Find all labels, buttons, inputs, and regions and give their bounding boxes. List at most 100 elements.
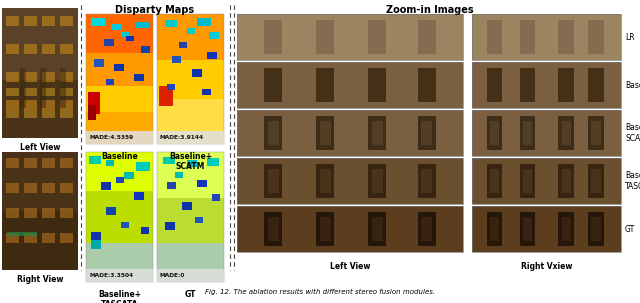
Bar — [520, 212, 535, 245]
Bar — [520, 165, 535, 198]
Bar — [24, 44, 37, 54]
Bar — [588, 165, 604, 198]
Bar — [175, 172, 183, 178]
Bar — [182, 202, 192, 210]
Bar — [42, 183, 55, 193]
Bar — [42, 110, 55, 118]
Bar — [316, 116, 334, 150]
Bar — [101, 182, 111, 190]
Bar — [237, 206, 463, 252]
Bar — [104, 39, 114, 46]
Bar — [6, 44, 19, 54]
Bar — [24, 16, 37, 26]
Bar — [20, 68, 26, 108]
Bar — [195, 217, 203, 223]
Bar — [42, 44, 55, 54]
Bar — [559, 20, 574, 54]
Bar — [212, 194, 220, 201]
Bar — [207, 158, 219, 166]
Bar — [372, 122, 383, 145]
Bar — [7, 232, 37, 236]
Bar — [24, 183, 37, 193]
Text: Baseline+
SCATM: Baseline+ SCATM — [169, 152, 212, 171]
Bar — [6, 16, 19, 26]
Bar — [86, 85, 153, 112]
Text: Baseline+
TASCATA: Baseline+ TASCATA — [98, 290, 141, 303]
Bar — [197, 180, 207, 187]
Bar — [167, 182, 176, 189]
Bar — [88, 92, 100, 114]
Bar — [157, 14, 224, 59]
Bar — [487, 20, 502, 54]
Bar — [86, 191, 153, 243]
Bar — [264, 116, 282, 150]
Bar — [268, 218, 278, 241]
Bar — [316, 165, 334, 198]
Bar — [86, 243, 153, 282]
Bar — [42, 158, 55, 168]
Bar — [472, 110, 621, 156]
Text: Zoom-in Images: Zoom-in Images — [386, 5, 474, 15]
Bar — [591, 218, 600, 241]
Bar — [136, 22, 150, 28]
Bar — [237, 110, 463, 156]
Text: Disparty Maps: Disparty Maps — [115, 5, 195, 15]
Bar — [320, 218, 331, 241]
Bar — [42, 16, 55, 26]
Bar — [106, 160, 114, 166]
Bar — [91, 18, 105, 26]
Bar — [42, 72, 55, 82]
Text: MADE:4.5359: MADE:4.5359 — [89, 135, 133, 140]
Bar — [472, 158, 621, 204]
Bar — [24, 208, 37, 218]
Bar — [264, 20, 282, 54]
Text: MADE:0: MADE:0 — [160, 273, 186, 278]
Bar — [487, 116, 502, 150]
Bar — [157, 152, 224, 282]
Bar — [124, 172, 134, 179]
Bar — [472, 62, 621, 108]
Bar — [89, 156, 101, 164]
Text: Baseline: Baseline — [625, 81, 640, 89]
Text: Right Vxiew: Right Vxiew — [521, 262, 572, 271]
Bar — [6, 88, 19, 96]
Bar — [86, 131, 153, 144]
Bar — [490, 122, 499, 145]
Bar — [179, 42, 187, 48]
Bar — [60, 233, 73, 243]
Bar — [159, 85, 173, 105]
Bar — [197, 18, 211, 26]
Bar — [86, 152, 153, 191]
Bar — [86, 112, 153, 144]
Bar — [591, 169, 600, 193]
Bar — [157, 198, 224, 243]
Bar — [472, 62, 621, 108]
Bar — [207, 52, 217, 59]
Bar — [264, 68, 282, 102]
Bar — [237, 14, 463, 60]
Bar — [163, 157, 175, 164]
Bar — [264, 212, 282, 245]
Bar — [368, 68, 387, 102]
Bar — [91, 237, 101, 248]
Bar — [237, 62, 463, 108]
Bar — [86, 14, 153, 144]
Bar — [422, 218, 433, 241]
Bar — [472, 14, 621, 60]
Bar — [418, 68, 436, 102]
Bar — [60, 72, 73, 82]
Bar — [368, 20, 387, 54]
Bar — [157, 131, 224, 144]
Bar — [368, 165, 387, 198]
Bar — [60, 208, 73, 218]
Bar — [562, 218, 571, 241]
Bar — [60, 44, 73, 54]
Bar — [368, 212, 387, 245]
Text: MADE:3.9144: MADE:3.9144 — [160, 135, 204, 140]
Bar — [134, 192, 144, 200]
Bar — [42, 100, 55, 110]
Bar — [422, 169, 433, 193]
Bar — [42, 233, 55, 243]
Bar — [141, 46, 150, 53]
Bar — [588, 68, 604, 102]
